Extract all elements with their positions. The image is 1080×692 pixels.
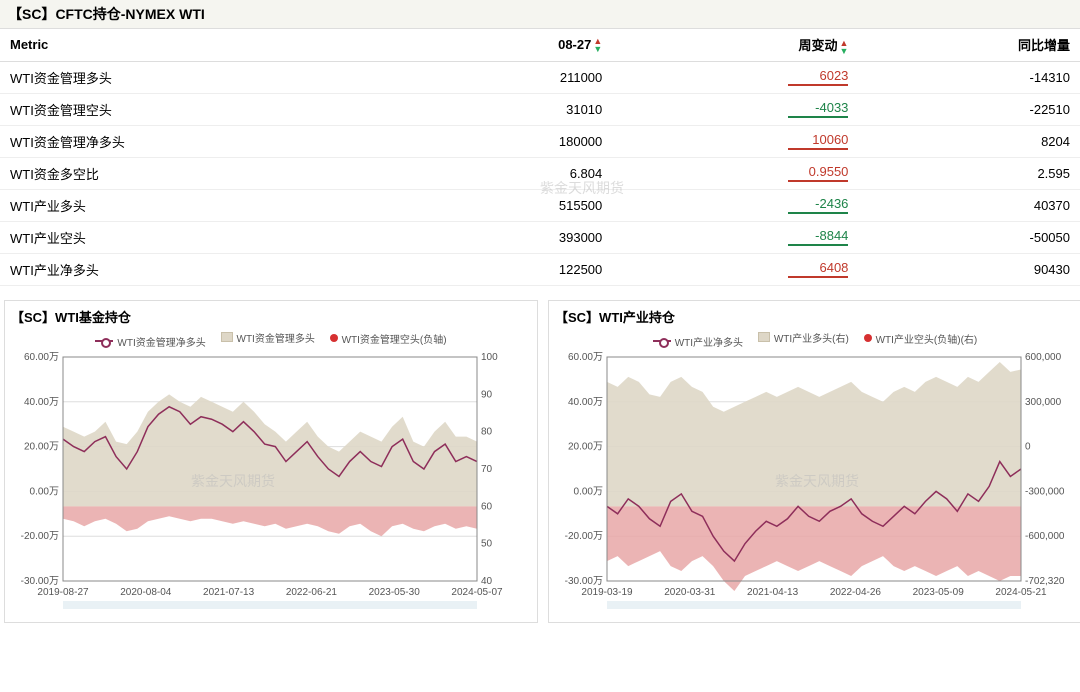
cell-value: 31010: [415, 93, 612, 125]
cell-yoy: 8204: [858, 125, 1080, 157]
svg-text:0.00万: 0.00万: [574, 486, 603, 497]
sort-icon: ▲▼: [839, 39, 848, 55]
table-row: WTI资金管理空头31010-4033-22510: [0, 93, 1080, 125]
cell-yoy: -14310: [858, 61, 1080, 93]
legend-area-icon: [758, 332, 770, 342]
col-yoy[interactable]: 同比增量: [858, 29, 1080, 61]
svg-text:2024-05-07: 2024-05-07: [451, 587, 503, 598]
chart-left-body: -30.00万 -20.00万 0.00万 20.00万 40.00万 60.00万 40 5…: [11, 351, 531, 616]
svg-text:2022-06-21: 2022-06-21: [286, 587, 338, 598]
chart-right-title: 【SC】WTI产业持仓: [555, 305, 1075, 330]
cell-metric: WTI产业净多头: [0, 253, 415, 285]
chart-left-legend: WTI资金管理净多头 WTI资金管理多头 WTI资金管理空头(负轴): [11, 330, 531, 349]
svg-text:40.00万: 40.00万: [24, 396, 59, 407]
svg-text:2019-03-19: 2019-03-19: [581, 587, 633, 598]
svg-text:2022-04-26: 2022-04-26: [830, 587, 882, 598]
svg-text:0: 0: [1025, 441, 1031, 452]
chart-right-legend: WTI产业净多头 WTI产业多头(右) WTI产业空头(负轴)(右): [555, 330, 1075, 349]
svg-text:90: 90: [481, 389, 493, 400]
svg-text:2021-07-13: 2021-07-13: [203, 587, 255, 598]
table-row: WTI资金多空比6.8040.95502.595: [0, 157, 1080, 189]
cell-metric: WTI资金多空比: [0, 157, 415, 189]
chart-left-svg: -30.00万 -20.00万 0.00万 20.00万 40.00万 60.00万 40 5…: [11, 351, 531, 611]
svg-text:40: 40: [481, 576, 493, 587]
table-header-row: Metric 08-27▲▼ 周变动▲▼ 同比增量: [0, 29, 1080, 61]
svg-text:600,000: 600,000: [1025, 352, 1062, 363]
cell-value: 393000: [415, 221, 612, 253]
cell-yoy: -22510: [858, 93, 1080, 125]
svg-text:2020-08-04: 2020-08-04: [120, 587, 172, 598]
svg-text:-702,320: -702,320: [1025, 576, 1065, 587]
cell-metric: WTI资金管理空头: [0, 93, 415, 125]
svg-text:2024-05-21: 2024-05-21: [995, 587, 1047, 598]
cell-change: 6408: [612, 253, 858, 285]
table-row: WTI产业净多头122500640890430: [0, 253, 1080, 285]
cell-change: 10060: [612, 125, 858, 157]
legend-area-icon: [221, 332, 233, 342]
chart-left-panel: 【SC】WTI基金持仓 WTI资金管理净多头 WTI资金管理多头 WTI资金管理…: [4, 300, 538, 623]
cell-yoy: 2.595: [858, 157, 1080, 189]
table-row: WTI产业多头515500-243640370: [0, 189, 1080, 221]
svg-text:-300,000: -300,000: [1025, 486, 1065, 497]
svg-text:80: 80: [481, 426, 493, 437]
cell-value: 6.804: [415, 157, 612, 189]
svg-text:60.00万: 60.00万: [24, 352, 59, 363]
svg-text:2020-03-31: 2020-03-31: [664, 587, 716, 598]
cell-metric: WTI产业多头: [0, 189, 415, 221]
cell-change: 0.9550: [612, 157, 858, 189]
svg-text:70: 70: [481, 464, 493, 475]
cell-metric: WTI产业空头: [0, 221, 415, 253]
svg-text:2019-08-27: 2019-08-27: [37, 587, 89, 598]
svg-text:60: 60: [481, 501, 493, 512]
cell-yoy: 40370: [858, 189, 1080, 221]
legend-dot-icon: [864, 334, 872, 342]
col-change[interactable]: 周变动▲▼: [612, 29, 858, 61]
svg-text:100: 100: [481, 352, 498, 363]
svg-text:2023-05-09: 2023-05-09: [913, 587, 965, 598]
svg-text:-20.00万: -20.00万: [565, 531, 603, 542]
cell-value: 515500: [415, 189, 612, 221]
svg-text:2021-04-13: 2021-04-13: [747, 587, 799, 598]
svg-text:-600,000: -600,000: [1025, 531, 1065, 542]
chart-left-title: 【SC】WTI基金持仓: [11, 305, 531, 330]
svg-text:-20.00万: -20.00万: [21, 531, 59, 542]
cell-change: 6023: [612, 61, 858, 93]
svg-text:20.00万: 20.00万: [568, 441, 603, 452]
svg-text:300,000: 300,000: [1025, 396, 1062, 407]
col-date[interactable]: 08-27▲▼: [415, 29, 612, 61]
cell-change: -2436: [612, 189, 858, 221]
cell-metric: WTI资金管理多头: [0, 61, 415, 93]
cell-value: 122500: [415, 253, 612, 285]
legend-line-icon: [653, 340, 671, 342]
cell-value: 180000: [415, 125, 612, 157]
cftc-table: Metric 08-27▲▼ 周变动▲▼ 同比增量 WTI资金管理多头21100…: [0, 29, 1080, 286]
svg-text:20.00万: 20.00万: [24, 441, 59, 452]
legend-line-icon: [95, 340, 113, 342]
sort-icon: ▲▼: [593, 37, 602, 53]
charts-row: 【SC】WTI基金持仓 WTI资金管理净多头 WTI资金管理多头 WTI资金管理…: [0, 300, 1080, 623]
cell-yoy: -50050: [858, 221, 1080, 253]
cell-metric: WTI资金管理净多头: [0, 125, 415, 157]
svg-text:0.00万: 0.00万: [30, 486, 59, 497]
chart-right-body: -30.00万 -20.00万 0.00万 20.00万 40.00万 60.00万 -70…: [555, 351, 1075, 616]
cell-value: 211000: [415, 61, 612, 93]
cell-yoy: 90430: [858, 253, 1080, 285]
svg-text:50: 50: [481, 538, 493, 549]
col-metric[interactable]: Metric: [0, 29, 415, 61]
svg-text:-30.00万: -30.00万: [565, 576, 603, 587]
svg-text:-30.00万: -30.00万: [21, 576, 59, 587]
table-row: WTI资金管理净多头180000100608204: [0, 125, 1080, 157]
table-row: WTI产业空头393000-8844-50050: [0, 221, 1080, 253]
cell-change: -4033: [612, 93, 858, 125]
svg-text:60.00万: 60.00万: [568, 352, 603, 363]
table-title: 【SC】CFTC持仓-NYMEX WTI: [0, 0, 1080, 29]
svg-text:40.00万: 40.00万: [568, 396, 603, 407]
table-row: WTI资金管理多头2110006023-14310: [0, 61, 1080, 93]
chart-right-panel: 【SC】WTI产业持仓 WTI产业净多头 WTI产业多头(右) WTI产业空头(…: [548, 300, 1080, 623]
cell-change: -8844: [612, 221, 858, 253]
legend-dot-icon: [330, 334, 338, 342]
chart-right-svg: -30.00万 -20.00万 0.00万 20.00万 40.00万 60.00万 -70…: [555, 351, 1075, 611]
svg-text:2023-05-30: 2023-05-30: [369, 587, 421, 598]
